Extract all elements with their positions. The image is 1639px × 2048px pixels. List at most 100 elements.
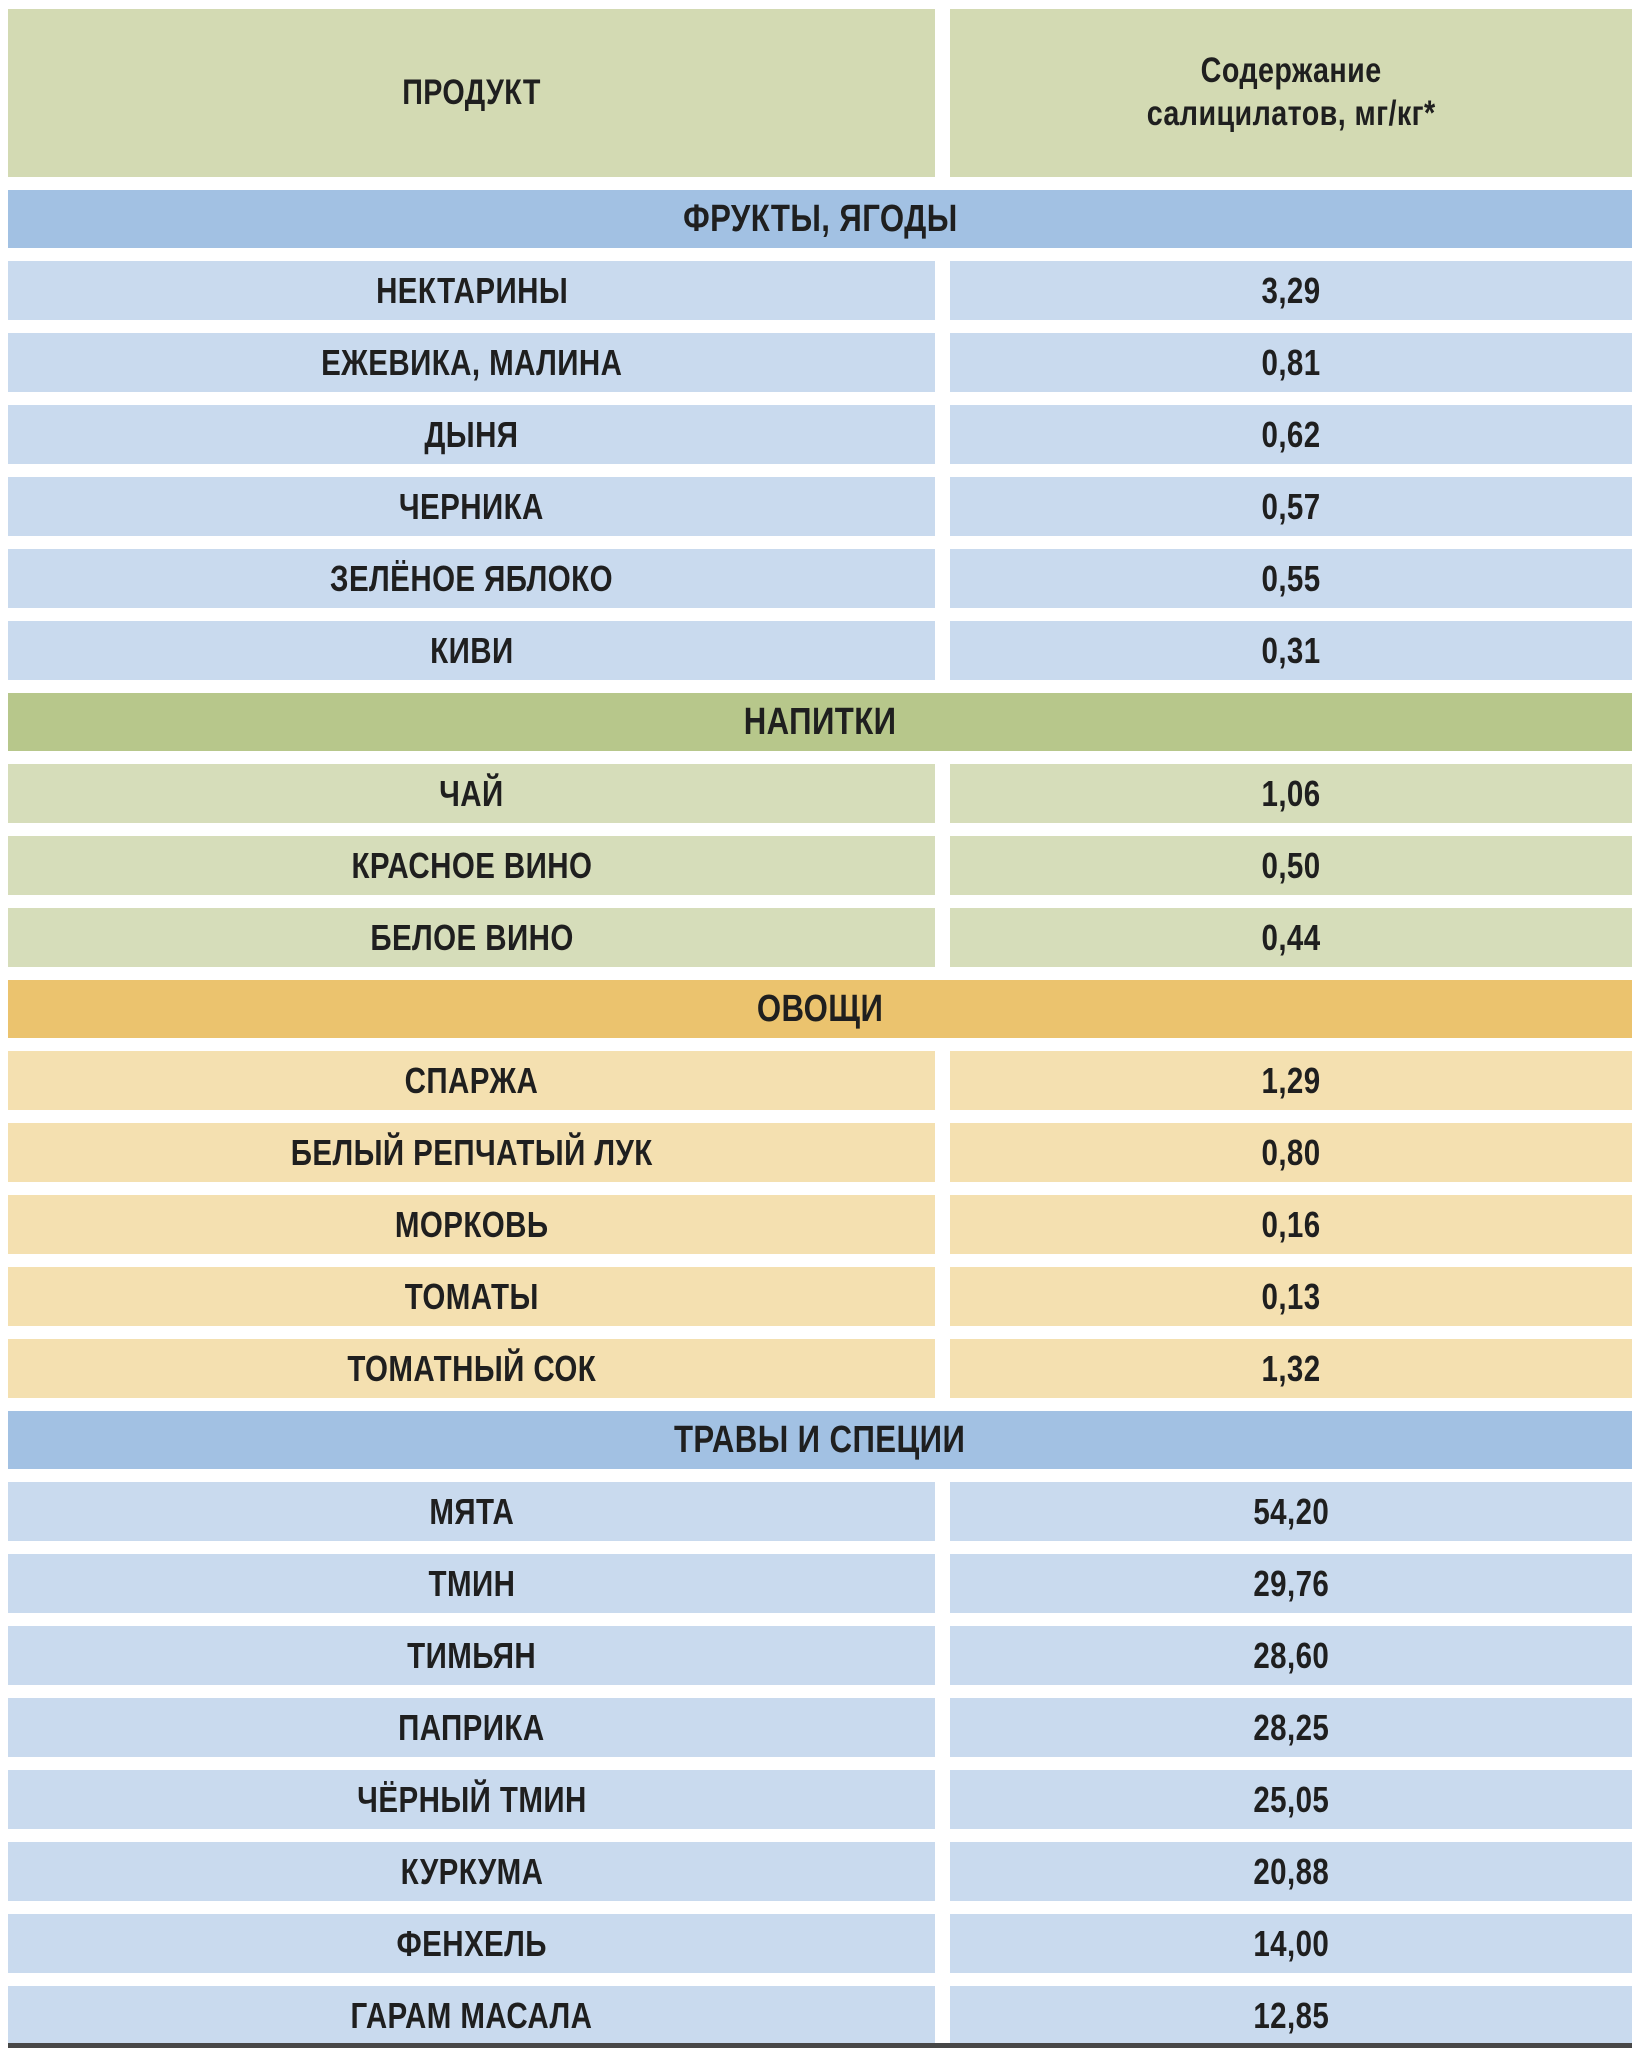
product-cell: ПАПРИКА [8,1698,936,1757]
product-cell: КРАСНОЕ ВИНО [8,836,936,895]
product-cell: ДЫНЯ [8,405,936,464]
product-value: 1,29 [1261,1059,1321,1101]
product-cell: КУРКУМА [8,1842,936,1901]
product-value: 20,88 [1253,1850,1330,1892]
product-value: 0,31 [1261,629,1321,671]
value-cell: 28,25 [950,1698,1632,1757]
value-cell: 0,62 [950,405,1632,464]
table-row: ЗЕЛЁНОЕ ЯБЛОКО 0,55 [8,549,1632,608]
product-value: 0,57 [1261,485,1321,527]
value-cell: 0,31 [950,621,1632,680]
product-cell: ЧЁРНЫЙ ТМИН [8,1770,936,1829]
table-row: КРАСНОЕ ВИНО 0,50 [8,836,1632,895]
table-header-row: ПРОДУКТ Содержание салицилатов, мг/кг* [8,9,1632,177]
value-cell: 14,00 [950,1914,1632,1973]
product-name: БЕЛОЕ ВИНО [369,916,574,958]
section-header-blue-0: ФРУКТЫ, ЯГОДЫ [8,190,1632,248]
product-name: ТИМЬЯН [407,1634,537,1676]
table-row: СПАРЖА 1,29 [8,1051,1632,1110]
table-row: БЕЛОЕ ВИНО 0,44 [8,908,1632,967]
product-name: ТОМАТНЫЙ СОК [347,1347,597,1389]
value-cell: 0,44 [950,908,1632,967]
product-name: ЧЕРНИКА [399,485,545,527]
table-row: ТМИН 29,76 [8,1554,1632,1613]
product-name: КУРКУМА [400,1850,543,1892]
product-name: МОРКОВЬ [394,1203,549,1245]
product-name: ЕЖЕВИКА, МАЛИНА [320,341,623,383]
value-cell: 29,76 [950,1554,1632,1613]
section-title: ТРАВЫ И СПЕЦИИ [674,1418,966,1461]
product-cell: КИВИ [8,621,936,680]
product-column-label: ПРОДУКТ [402,72,541,112]
section-title: ФРУКТЫ, ЯГОДЫ [682,197,958,240]
product-value: 28,25 [1253,1706,1330,1748]
cut-off-row-edge [8,2043,1632,2048]
product-name: КИВИ [429,629,514,671]
table-row: ЧЁРНЫЙ ТМИН 25,05 [8,1770,1632,1829]
table-row: ТОМАТЫ 0,13 [8,1267,1632,1326]
product-cell: БЕЛОЕ ВИНО [8,908,936,967]
product-name: ТОМАТЫ [404,1275,539,1317]
product-cell: ТОМАТНЫЙ СОК [8,1339,936,1398]
value-cell: 1,06 [950,764,1632,823]
product-cell: МЯТА [8,1482,936,1541]
table-row: ТОМАТНЫЙ СОК 1,32 [8,1339,1632,1398]
table-row: ПАПРИКА 28,25 [8,1698,1632,1757]
product-value: 25,05 [1253,1778,1330,1820]
product-value: 0,13 [1261,1275,1321,1317]
section-header-orange-2: ОВОЩИ [8,980,1632,1038]
value-cell: 0,80 [950,1123,1632,1182]
product-name: ЗЕЛЁНОЕ ЯБЛОКО [330,557,614,599]
table-row: МОРКОВЬ 0,16 [8,1195,1632,1254]
table-row: ДЫНЯ 0,62 [8,405,1632,464]
product-name: ФЕНХЕЛЬ [396,1922,547,1964]
table-row: ЕЖЕВИКА, МАЛИНА 0,81 [8,333,1632,392]
product-cell: ТМИН [8,1554,936,1613]
product-value: 0,16 [1261,1203,1321,1245]
product-cell: ГАРАМ МАСАЛА [8,1986,936,2045]
value-column-header: Содержание салицилатов, мг/кг* [950,9,1632,177]
product-value: 0,81 [1261,341,1321,383]
product-cell: БЕЛЫЙ РЕПЧАТЫЙ ЛУК [8,1123,936,1182]
product-name: БЕЛЫЙ РЕПЧАТЫЙ ЛУК [290,1131,653,1173]
product-cell: МОРКОВЬ [8,1195,936,1254]
product-value: 1,32 [1261,1347,1321,1389]
value-cell: 54,20 [950,1482,1632,1541]
product-value: 0,62 [1261,413,1321,455]
value-cell: 0,55 [950,549,1632,608]
table-row: МЯТА 54,20 [8,1482,1632,1541]
table-row: ФЕНХЕЛЬ 14,00 [8,1914,1632,1973]
product-name: СПАРЖА [404,1059,539,1101]
table-row: ЧАЙ 1,06 [8,764,1632,823]
product-value: 29,76 [1253,1562,1330,1604]
value-cell: 25,05 [950,1770,1632,1829]
table-row: КИВИ 0,31 [8,621,1632,680]
product-name: МЯТА [429,1490,515,1532]
table-row: НЕКТАРИНЫ 3,29 [8,261,1632,320]
product-value: 14,00 [1253,1922,1330,1964]
product-cell: ФЕНХЕЛЬ [8,1914,936,1973]
section-title: ОВОЩИ [756,987,884,1030]
product-cell: ЗЕЛЁНОЕ ЯБЛОКО [8,549,936,608]
value-cell: 12,85 [950,1986,1632,2045]
product-name: НЕКТАРИНЫ [375,269,568,311]
product-column-header: ПРОДУКТ [8,9,936,177]
value-column-label: Содержание салицилатов, мг/кг* [1146,51,1436,133]
product-name: ЧАЙ [439,772,504,814]
product-cell: ТОМАТЫ [8,1267,936,1326]
product-value: 0,44 [1261,916,1321,958]
product-cell: ЧАЙ [8,764,936,823]
section-title: НАПИТКИ [743,700,897,743]
product-cell: ЕЖЕВИКА, МАЛИНА [8,333,936,392]
value-cell: 1,32 [950,1339,1632,1398]
section-header-blue-3: ТРАВЫ И СПЕЦИИ [8,1411,1632,1469]
product-value: 12,85 [1253,1994,1330,2036]
value-cell: 0,57 [950,477,1632,536]
product-cell: НЕКТАРИНЫ [8,261,936,320]
product-cell: СПАРЖА [8,1051,936,1110]
product-name: ДЫНЯ [424,413,519,455]
product-value: 0,50 [1261,844,1321,886]
value-cell: 1,29 [950,1051,1632,1110]
